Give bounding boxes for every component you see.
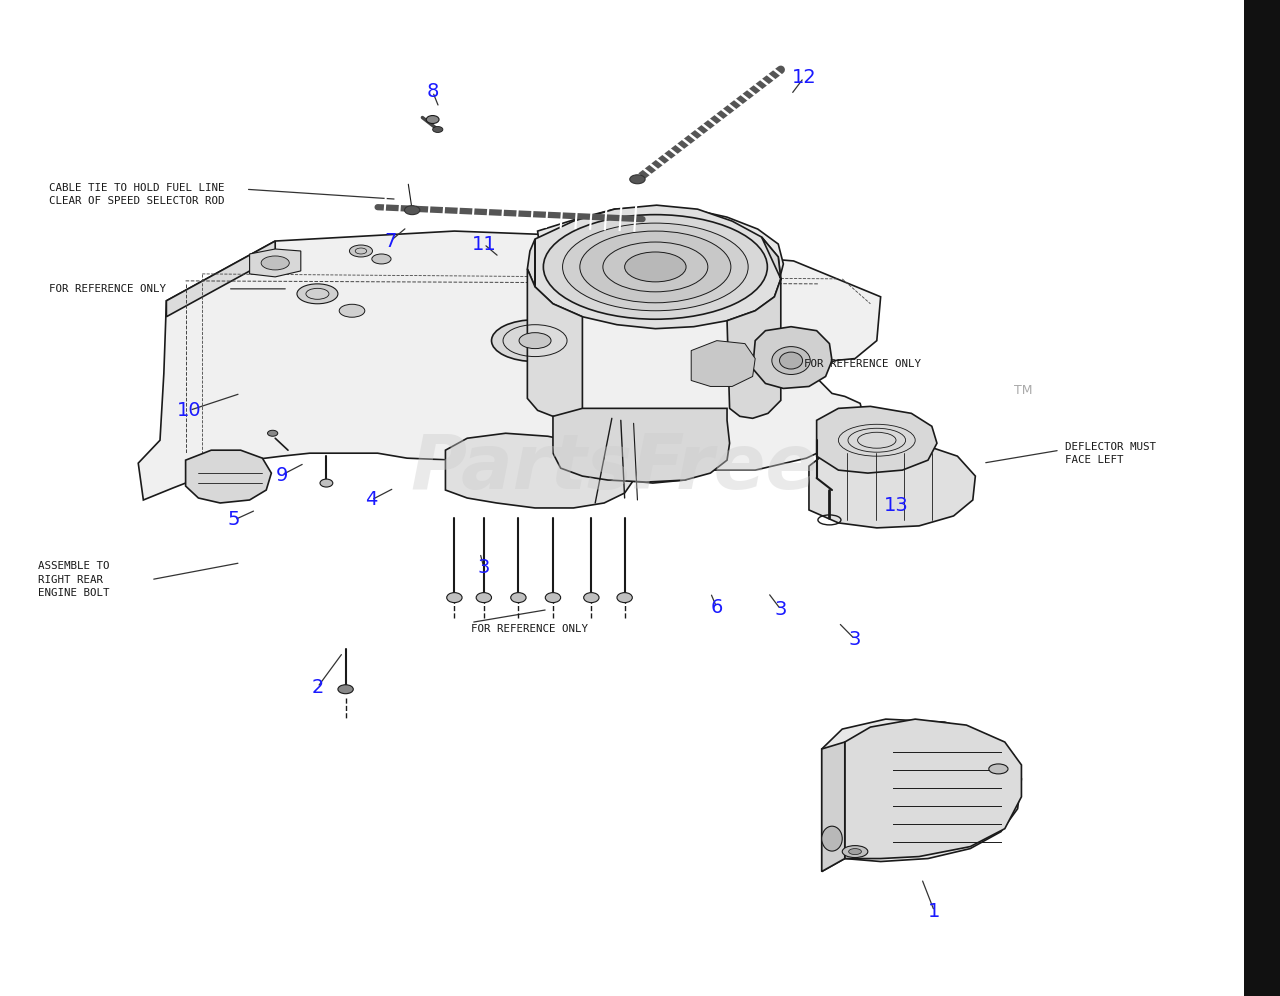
Text: 8: 8 xyxy=(426,82,439,102)
Polygon shape xyxy=(553,408,730,482)
Ellipse shape xyxy=(989,764,1009,774)
Text: PartsFree: PartsFree xyxy=(411,431,818,505)
Ellipse shape xyxy=(492,320,579,362)
Text: 11: 11 xyxy=(471,234,497,254)
Ellipse shape xyxy=(297,284,338,304)
Polygon shape xyxy=(691,341,755,386)
Text: FOR REFERENCE ONLY: FOR REFERENCE ONLY xyxy=(804,359,920,369)
Polygon shape xyxy=(809,440,975,528)
Ellipse shape xyxy=(544,215,768,319)
Ellipse shape xyxy=(584,593,599,603)
Polygon shape xyxy=(538,207,783,311)
Polygon shape xyxy=(445,433,634,508)
Polygon shape xyxy=(727,237,781,418)
Ellipse shape xyxy=(772,347,810,374)
Text: 5: 5 xyxy=(228,510,241,530)
Text: 3: 3 xyxy=(477,558,490,578)
Ellipse shape xyxy=(268,430,278,436)
Ellipse shape xyxy=(371,254,392,264)
Text: ASSEMBLE TO
RIGHT REAR
ENGINE BOLT: ASSEMBLE TO RIGHT REAR ENGINE BOLT xyxy=(38,562,110,598)
Polygon shape xyxy=(166,241,275,317)
Ellipse shape xyxy=(822,827,842,851)
Text: 2: 2 xyxy=(311,677,324,697)
Ellipse shape xyxy=(625,252,686,282)
Text: 9: 9 xyxy=(275,465,288,485)
Text: FOR REFERENCE ONLY: FOR REFERENCE ONLY xyxy=(49,284,165,294)
Text: 10: 10 xyxy=(177,400,202,420)
Polygon shape xyxy=(817,406,937,473)
Text: 6: 6 xyxy=(710,598,723,618)
Text: TM: TM xyxy=(1014,383,1032,397)
Ellipse shape xyxy=(426,116,439,124)
Ellipse shape xyxy=(338,685,353,693)
Polygon shape xyxy=(822,742,845,872)
Ellipse shape xyxy=(433,126,443,132)
Ellipse shape xyxy=(617,593,632,603)
Polygon shape xyxy=(822,719,1021,872)
Ellipse shape xyxy=(349,245,372,257)
Polygon shape xyxy=(138,231,881,500)
Ellipse shape xyxy=(520,333,550,349)
Polygon shape xyxy=(250,249,301,277)
Text: 1: 1 xyxy=(928,901,941,921)
Text: 3: 3 xyxy=(774,600,787,620)
Ellipse shape xyxy=(849,849,861,855)
Ellipse shape xyxy=(476,593,492,603)
Text: 4: 4 xyxy=(365,490,378,510)
Text: 7: 7 xyxy=(384,231,397,251)
Ellipse shape xyxy=(842,846,868,858)
Text: 13: 13 xyxy=(883,496,909,516)
Text: FOR REFERENCE ONLY: FOR REFERENCE ONLY xyxy=(471,624,588,634)
Polygon shape xyxy=(527,205,781,329)
Polygon shape xyxy=(845,719,1021,859)
Polygon shape xyxy=(753,327,832,388)
Text: DEFLECTOR MUST
FACE LEFT: DEFLECTOR MUST FACE LEFT xyxy=(1065,441,1156,465)
Ellipse shape xyxy=(261,256,289,270)
Ellipse shape xyxy=(447,593,462,603)
Text: CABLE TIE TO HOLD FUEL LINE
CLEAR OF SPEED SELECTOR ROD: CABLE TIE TO HOLD FUEL LINE CLEAR OF SPE… xyxy=(49,182,224,206)
Ellipse shape xyxy=(580,231,731,303)
Ellipse shape xyxy=(404,205,420,214)
Ellipse shape xyxy=(545,593,561,603)
Text: 3: 3 xyxy=(849,629,861,649)
Bar xyxy=(1244,0,1280,996)
Ellipse shape xyxy=(780,352,803,369)
Polygon shape xyxy=(527,239,582,416)
Ellipse shape xyxy=(339,305,365,318)
Ellipse shape xyxy=(511,593,526,603)
Ellipse shape xyxy=(630,175,645,183)
Ellipse shape xyxy=(320,479,333,487)
Ellipse shape xyxy=(563,223,748,311)
Text: 12: 12 xyxy=(791,68,817,88)
Polygon shape xyxy=(186,450,271,503)
